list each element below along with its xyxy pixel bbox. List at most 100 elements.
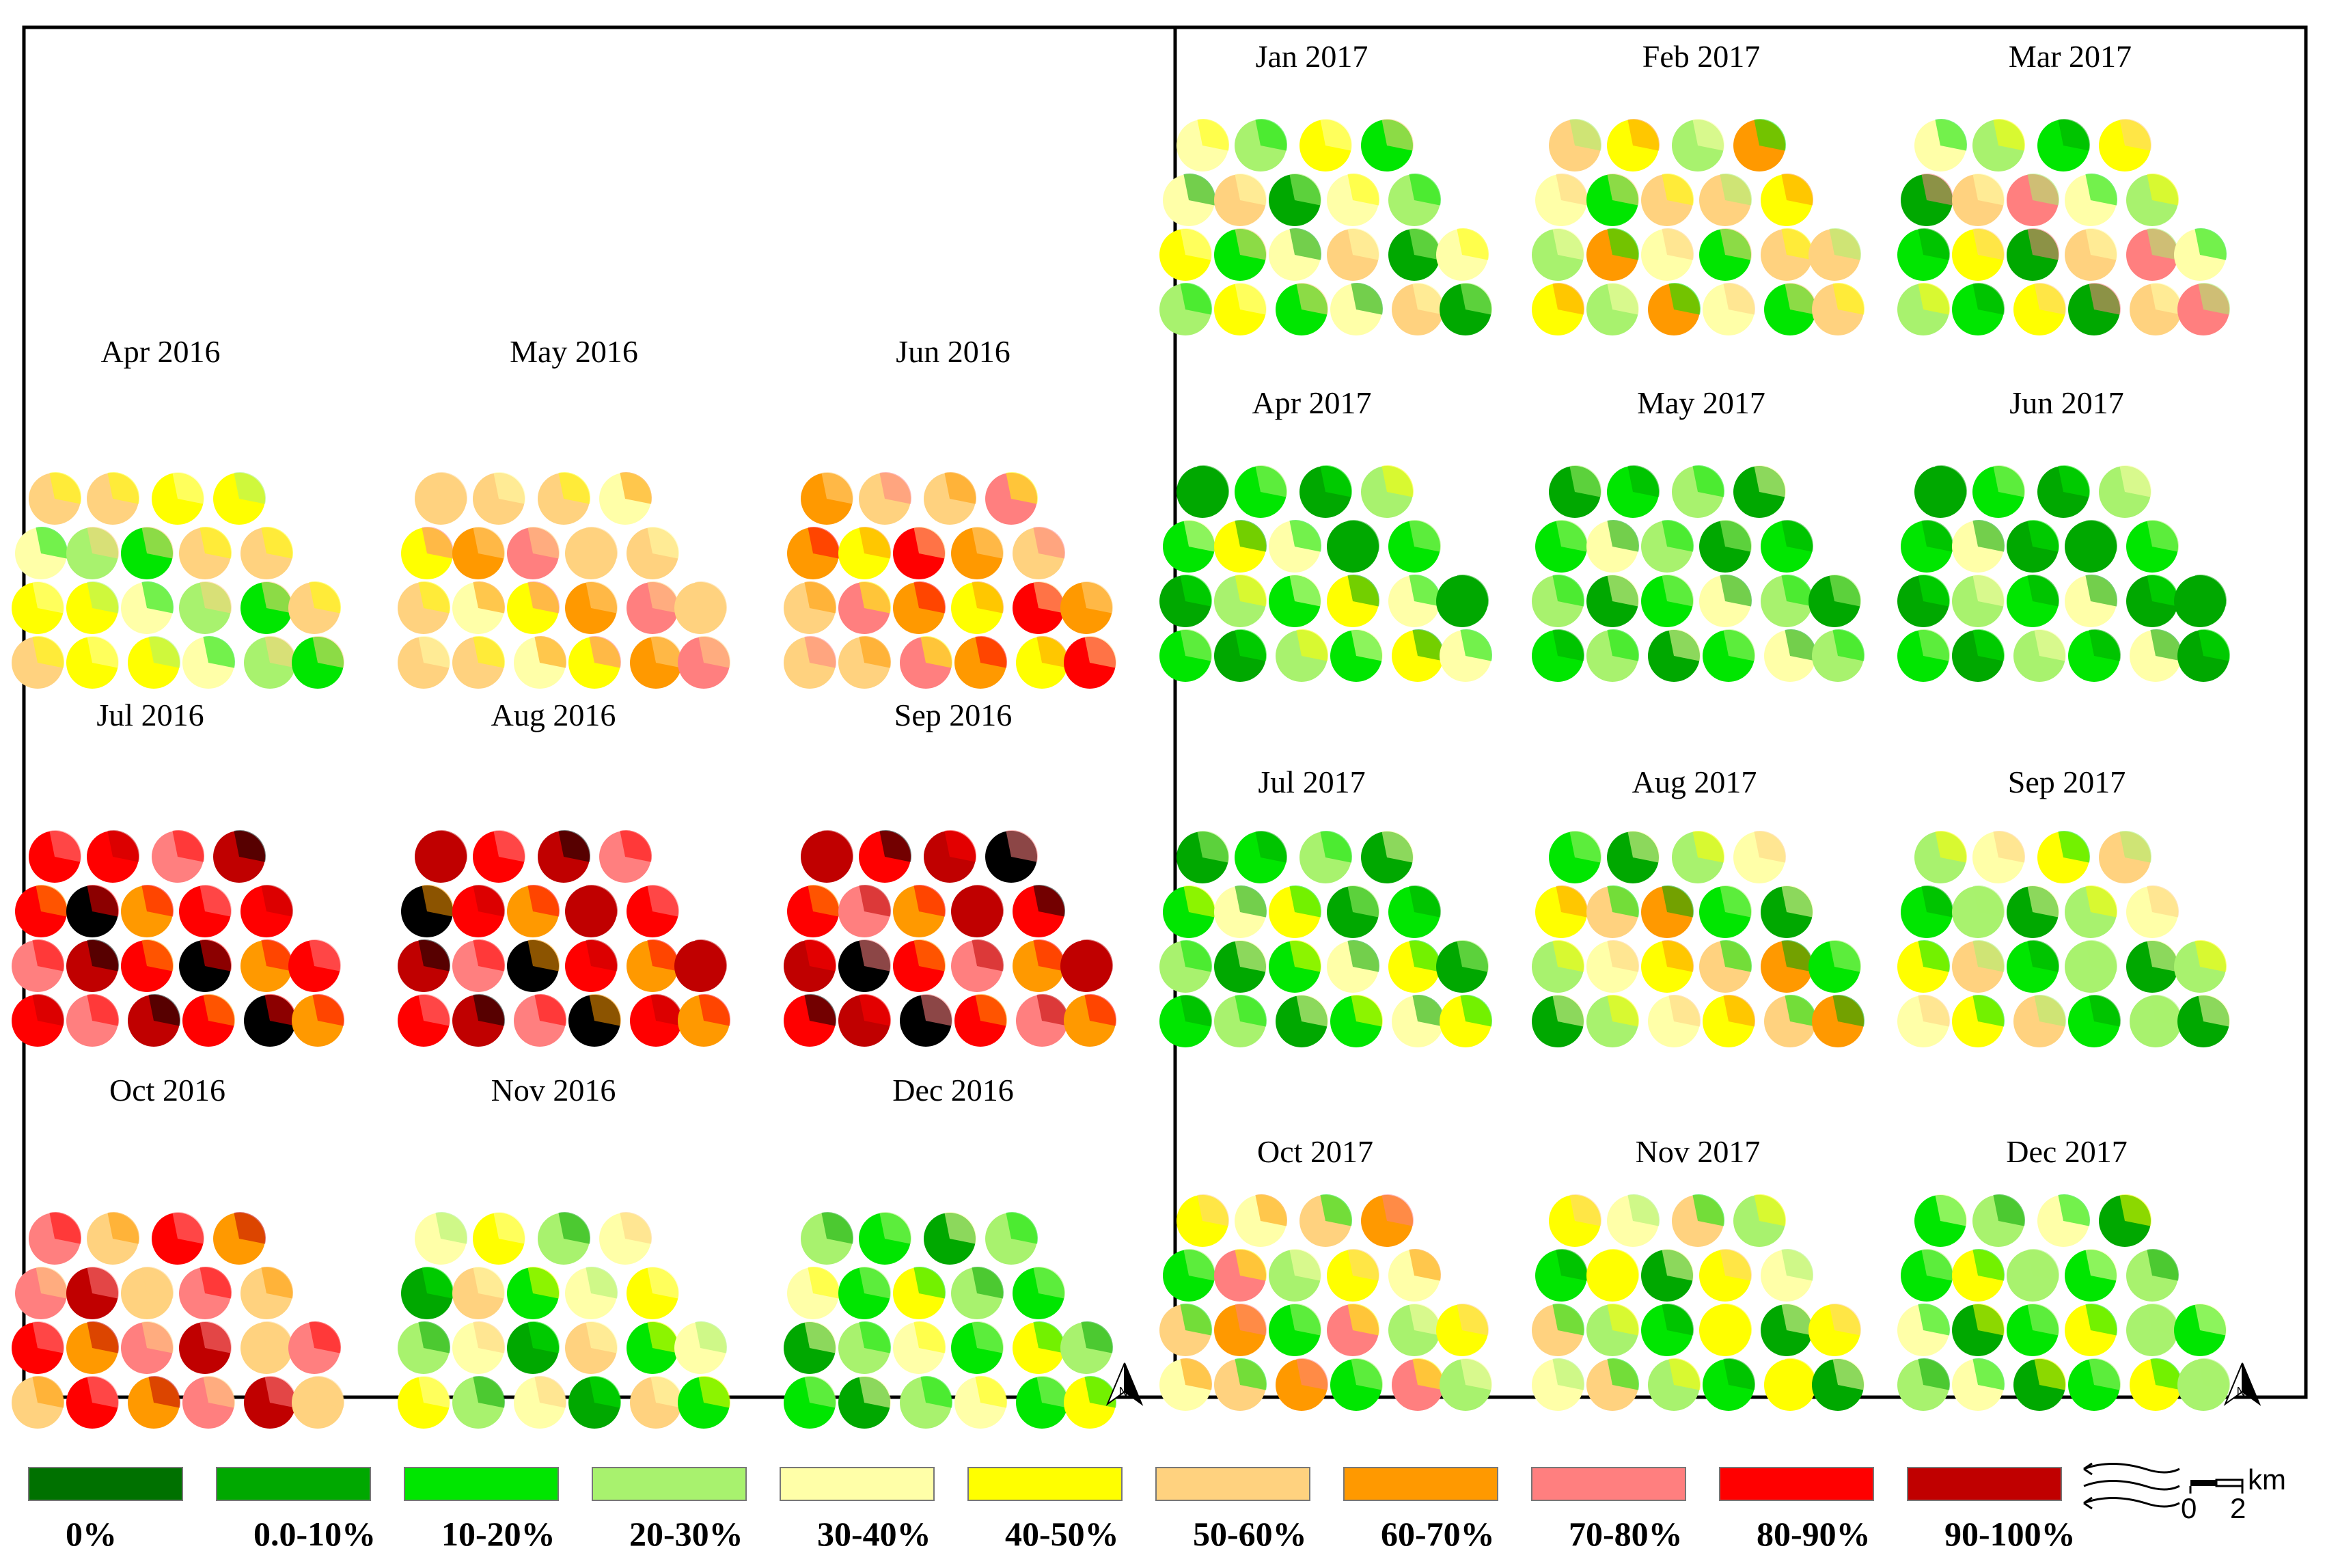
field-patch bbox=[1033, 939, 1065, 972]
field-patch bbox=[1720, 575, 1752, 607]
field-patch bbox=[1972, 1249, 2005, 1281]
field-patch bbox=[1918, 228, 1950, 260]
field-patch bbox=[1235, 283, 1267, 315]
field-patch bbox=[2085, 940, 2117, 972]
scale-start: 0 bbox=[2181, 1492, 2197, 1524]
north-arrow: N bbox=[1105, 1362, 1144, 1406]
field-patch bbox=[1972, 629, 2005, 661]
field-patch bbox=[1351, 283, 1383, 315]
field-patch bbox=[1935, 465, 1967, 497]
field-patch bbox=[1662, 520, 1694, 552]
north-label: N bbox=[2237, 1385, 2246, 1399]
field-patch bbox=[1935, 831, 1967, 863]
field-patch bbox=[1662, 1304, 1694, 1336]
field-patch bbox=[527, 1267, 560, 1299]
field-patch bbox=[1921, 174, 1953, 206]
field-patch bbox=[234, 830, 266, 862]
map-panel: Apr 2017 bbox=[1159, 385, 1492, 682]
field-patch bbox=[1255, 465, 1287, 497]
legend-label: 70-80% bbox=[1569, 1515, 1683, 1553]
field-patch bbox=[148, 636, 180, 668]
field-patch bbox=[1972, 283, 2005, 315]
field-patch bbox=[879, 830, 911, 862]
field-patch bbox=[2147, 228, 2179, 260]
legend-label: 50-60% bbox=[1193, 1515, 1307, 1553]
field-patch bbox=[1347, 174, 1379, 206]
field-patch bbox=[264, 1376, 297, 1408]
field-patch bbox=[1569, 119, 1601, 151]
field-patch bbox=[435, 472, 467, 504]
legend-swatch bbox=[216, 1467, 371, 1501]
field-patch bbox=[87, 939, 119, 972]
field-patch bbox=[1347, 520, 1379, 552]
field-patch bbox=[1918, 1304, 1950, 1336]
field-patch bbox=[859, 581, 891, 614]
field-patch bbox=[1409, 940, 1441, 972]
field-patch bbox=[418, 1321, 450, 1353]
field-patch bbox=[32, 1321, 64, 1353]
field-patch bbox=[141, 581, 174, 614]
field-patch bbox=[2027, 885, 2059, 918]
field-patch bbox=[586, 1321, 618, 1353]
field-patch bbox=[473, 1321, 505, 1353]
field-patch bbox=[141, 1321, 174, 1353]
field-patch bbox=[2027, 174, 2059, 206]
legend-swatch bbox=[1531, 1467, 1686, 1501]
field-patch bbox=[1235, 1358, 1267, 1390]
panel-title: Jul 2016 bbox=[96, 698, 204, 732]
field-patch bbox=[975, 636, 1007, 668]
field-patch bbox=[1289, 575, 1321, 607]
field-patch bbox=[87, 994, 119, 1026]
legend-swatch bbox=[1907, 1467, 2062, 1501]
field-patch bbox=[1412, 995, 1444, 1027]
field-patch bbox=[1180, 940, 1212, 972]
field-patch bbox=[2150, 283, 2182, 315]
field-patch bbox=[1457, 575, 1489, 607]
field-patch bbox=[1460, 629, 1492, 661]
field-patch bbox=[1235, 629, 1267, 661]
field-patch bbox=[859, 527, 891, 559]
field-patch bbox=[2027, 520, 2059, 552]
field-patch bbox=[1255, 831, 1287, 863]
field-patch bbox=[1081, 581, 1113, 614]
map-panel: Sep 2016 bbox=[784, 698, 1116, 1047]
north-arrow: N bbox=[2223, 1362, 2261, 1406]
field-patch bbox=[920, 1376, 952, 1408]
field-patch bbox=[2085, 575, 2117, 607]
field-patch bbox=[586, 1267, 618, 1299]
field-patch bbox=[804, 1376, 836, 1408]
field-patch bbox=[1832, 1358, 1865, 1390]
map-panel: Jul 2017 bbox=[1159, 765, 1492, 1047]
map-panel: Oct 2017 bbox=[1159, 1134, 1492, 1411]
field-patch bbox=[2085, 885, 2117, 918]
field-patch bbox=[1607, 885, 1639, 918]
field-patch bbox=[493, 472, 525, 504]
field-patch bbox=[1785, 283, 1817, 315]
field-patch bbox=[821, 1212, 853, 1244]
field-patch bbox=[1832, 995, 1865, 1027]
field-patch bbox=[1033, 885, 1065, 917]
field-patch bbox=[36, 885, 68, 917]
field-patch bbox=[804, 939, 836, 972]
field-patch bbox=[1993, 465, 2025, 497]
field-patch bbox=[527, 939, 560, 972]
field-patch bbox=[1607, 228, 1639, 260]
field-patch bbox=[1381, 465, 1414, 497]
map-panel: Dec 2016 bbox=[784, 1073, 1116, 1429]
field-patch bbox=[200, 527, 232, 559]
field-patch bbox=[2119, 465, 2151, 497]
field-patch bbox=[87, 527, 119, 559]
field-patch bbox=[1296, 283, 1328, 315]
field-patch bbox=[2089, 1358, 2121, 1390]
field-patch bbox=[1347, 885, 1379, 918]
field-patch bbox=[1006, 472, 1038, 504]
field-patch bbox=[1347, 940, 1379, 972]
field-patch bbox=[200, 1321, 232, 1353]
field-patch bbox=[1972, 885, 2005, 918]
panel-title: Jan 2017 bbox=[1256, 39, 1368, 74]
field-patch bbox=[87, 1267, 119, 1299]
field-patch bbox=[261, 885, 293, 917]
field-patch bbox=[1781, 1304, 1813, 1336]
field-patch bbox=[1720, 174, 1752, 206]
